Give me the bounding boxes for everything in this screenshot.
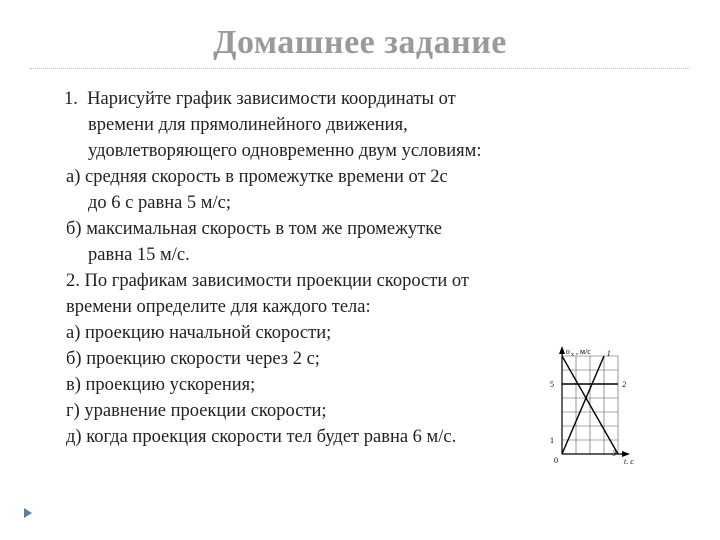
footer-arrow-icon xyxy=(24,508,32,518)
page-title: Домашнее задание xyxy=(30,24,690,62)
svg-text:3: 3 xyxy=(611,449,616,458)
chart-svg: υx, м/с t, c 1 5 0 1 2 3 xyxy=(542,346,666,464)
svg-text:1: 1 xyxy=(607,349,611,358)
task1-number: 1. xyxy=(64,89,78,109)
svg-text:t, c: t, c xyxy=(624,457,634,464)
svg-text:2: 2 xyxy=(622,380,626,389)
title-underline xyxy=(30,68,690,69)
task2-a: а) проекцию начальной скорости; xyxy=(30,321,690,346)
task1-intro-l1: Нарисуйте график зависимости координаты … xyxy=(87,89,456,109)
slide: Домашнее задание 1. Нарисуйте график зав… xyxy=(0,0,720,540)
task1-intro-l3: удовлетворяющего одновременно двум услов… xyxy=(30,139,690,164)
task1-b-l2: равна 15 м/с. xyxy=(30,243,690,268)
svg-text:υ: υ xyxy=(566,347,570,356)
task1-intro-l2: времени для прямолинейного движения, xyxy=(30,113,690,138)
svg-text:5: 5 xyxy=(550,380,554,389)
velocity-chart: υx, м/с t, c 1 5 0 1 2 3 xyxy=(542,346,666,464)
task1-line1: 1. Нарисуйте график зависимости координа… xyxy=(30,87,690,112)
task2-intro-l2: времени определите для каждого тела: xyxy=(30,295,690,320)
svg-text:x: x xyxy=(571,352,574,358)
svg-text:1: 1 xyxy=(550,436,554,445)
svg-text:0: 0 xyxy=(554,456,558,464)
task1-a-l1: а) средняя скорость в промежутке времени… xyxy=(30,165,690,190)
task2-intro-l1: 2. По графикам зависимости проекции скор… xyxy=(30,269,690,294)
task1-a-l2: до 6 с равна 5 м/с; xyxy=(30,191,690,216)
task1-b-l1: б) максимальная скорость в том же промеж… xyxy=(30,217,690,242)
svg-text:, м/с: , м/с xyxy=(576,347,591,356)
